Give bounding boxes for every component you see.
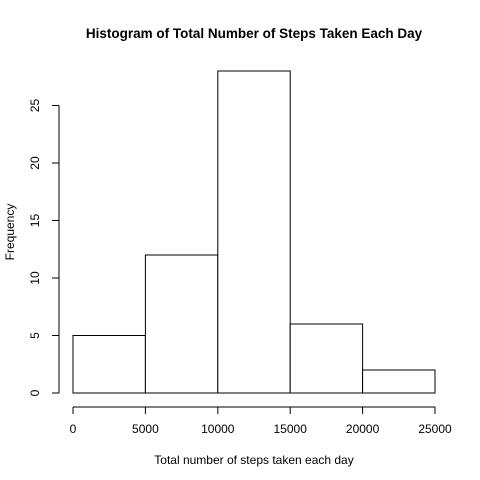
x-tick-label: 25000 [418, 422, 452, 436]
histogram-bar-0 [72, 335, 146, 394]
chart-title: Histogram of Total Number of Steps Taken… [86, 26, 423, 41]
x-tick-label: 20000 [346, 422, 380, 436]
y-axis: 0 5 10 15 20 25 [28, 99, 60, 396]
y-axis-label: Frequency [3, 204, 17, 261]
histogram-bar-1 [144, 254, 219, 394]
histogram-bar-3 [289, 323, 364, 394]
y-tick-label: 15 [28, 214, 42, 228]
histogram-bar-2 [217, 70, 291, 394]
x-tick-label: 0 [70, 422, 77, 436]
histogram-bar-4 [362, 369, 436, 394]
y-tick-label: 10 [28, 271, 42, 285]
x-tick-label: 15000 [274, 422, 308, 436]
histogram-bars [72, 70, 436, 394]
y-tick-label: 25 [28, 99, 42, 113]
x-axis: 0 5000 10000 15000 20000 25000 [70, 406, 452, 436]
x-axis-label: Total number of steps taken each day [154, 453, 353, 467]
y-tick-label: 0 [28, 389, 42, 396]
x-tick-label: 10000 [201, 422, 235, 436]
x-tick-label: 5000 [132, 422, 159, 436]
y-tick-label: 5 [28, 332, 42, 339]
y-tick-label: 20 [28, 156, 42, 170]
